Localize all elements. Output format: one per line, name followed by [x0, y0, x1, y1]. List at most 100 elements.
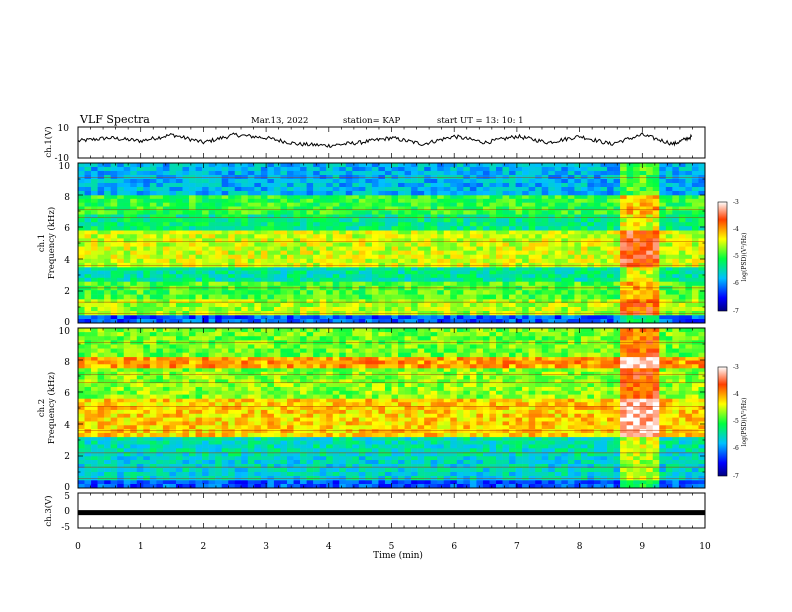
ch1-spec-cell — [443, 277, 451, 282]
ch1-spec-cell — [123, 270, 131, 275]
ch2-spec-cell — [469, 484, 477, 489]
ch1-spec-cell — [437, 250, 445, 256]
ch1-spec-cell — [633, 315, 640, 320]
ch1-spec-cell — [698, 274, 706, 279]
ch1-spec-cell — [313, 274, 320, 279]
ch2-spec-cell — [678, 456, 686, 461]
ch1-spec-cell — [293, 250, 301, 256]
ch2-spec-cell — [411, 456, 418, 461]
ch1-spec-cell — [659, 234, 667, 239]
ch1-spec-cell — [123, 198, 131, 203]
ch1-spec-cell — [450, 267, 458, 271]
ch1-spec-cell — [358, 210, 366, 215]
ch2-spec-cell — [469, 436, 477, 441]
ch1-spec-cell — [215, 315, 222, 320]
ch2-spec-cell — [633, 484, 640, 489]
ch1-spec-cell — [300, 294, 307, 300]
ch1-spec-cell — [607, 270, 614, 275]
ch1-spec-cell — [182, 294, 190, 300]
ch2-spec-cell — [319, 448, 327, 453]
ch2-spec-cell — [182, 464, 190, 469]
ch1-spec-cell — [639, 210, 647, 215]
ch1-spec-cell — [443, 230, 451, 235]
ch2-spec-cell — [260, 480, 268, 485]
ch1-spec-cell — [371, 290, 379, 295]
ch1-spec-cell — [241, 195, 249, 200]
ch1-spec-cell — [672, 303, 680, 308]
ch1-spec-cell — [561, 179, 569, 184]
ch1-spec-cell — [267, 281, 275, 287]
ch1-spec-cell — [78, 167, 85, 172]
ch1-spec-cell — [613, 183, 621, 188]
ch1-spec-cell — [149, 198, 157, 203]
ch1-spec-cell — [326, 226, 334, 231]
ch2-spec-cell — [143, 440, 151, 445]
ch1-spec-cell — [620, 250, 627, 256]
ch1-spec-cell — [613, 270, 621, 275]
ch2-spec-cell — [287, 472, 294, 477]
ch1-spec-cell — [548, 319, 556, 324]
ch1-spec-cell — [221, 242, 229, 247]
ch1-spec-cell — [215, 274, 222, 279]
ch1-spec-cell — [509, 303, 516, 308]
ch1-spec-cell — [496, 214, 503, 219]
ch2-spec-cell — [149, 444, 157, 449]
ch2-spec-cell — [293, 480, 301, 485]
ch1-spec-cell — [234, 319, 242, 324]
ch1-spec-cell — [528, 254, 536, 260]
ch1-spec-cell — [247, 222, 255, 227]
ch1-spec-cell — [156, 226, 164, 231]
ch1-spec-cell — [404, 258, 412, 264]
ch1-spec-cell — [352, 303, 360, 308]
ch1-spec-cell — [580, 171, 588, 176]
ch1-spec-cell — [162, 267, 170, 271]
ch1-spec-cell — [149, 230, 157, 235]
ch1-spec-cell — [574, 167, 582, 172]
ch1-spec-cell — [130, 307, 138, 312]
ch2-spec-cell — [156, 436, 164, 441]
ch1-spec-cell — [469, 222, 477, 227]
ch1-spec-cell — [646, 246, 654, 251]
ch1-spec-cell — [482, 230, 490, 235]
ch1-spec-cell — [365, 195, 373, 200]
ch1-spec-cell — [182, 290, 190, 295]
ch1-spec-cell — [221, 307, 229, 312]
ch1-spec-cell — [535, 222, 543, 227]
ch1-spec-cell — [104, 277, 111, 282]
ch1-spec-cell — [626, 195, 634, 200]
ch1-spec-cell — [496, 250, 503, 256]
ch1-spec-cell — [326, 303, 334, 308]
ch2-spec-cell — [280, 436, 288, 441]
ch1-spec-cell — [78, 299, 85, 304]
ch2-spec-cell — [502, 444, 510, 449]
ch1-spec-cell — [613, 315, 621, 320]
ch1-spec-cell — [175, 258, 183, 264]
ch1-spec-cell — [443, 183, 451, 188]
ch2-spec-cell — [456, 464, 464, 469]
ch1-spec-cell — [443, 187, 451, 192]
ch1-spec-cell — [678, 234, 686, 239]
figure-title: VLF Spectra — [79, 113, 150, 126]
ch2-spec-cell — [535, 448, 543, 453]
ch1-spec-cell — [580, 270, 588, 275]
ch1-spec-cell — [247, 238, 255, 243]
ch1-spec-cell — [522, 195, 529, 200]
ch1-spec-cell — [496, 195, 503, 200]
ch1-spec-cell — [162, 281, 170, 287]
ch1-spec-cell — [496, 242, 503, 247]
ch1-spec-cell — [685, 210, 693, 215]
ch1-spec-cell — [424, 230, 431, 235]
ch1-spec-cell — [162, 202, 170, 207]
ch1-spec-cell — [548, 294, 556, 300]
ch1-spec-cell — [149, 167, 157, 172]
ch1-spec-cell — [208, 290, 216, 295]
ch2-spec-cell — [293, 444, 301, 449]
ch2-spec-cell — [123, 440, 131, 445]
ch1-spec-cell — [528, 294, 536, 300]
ch2-spec-cell — [221, 468, 229, 473]
ch2-spec-cell — [587, 444, 595, 449]
ch1-spec-cell — [417, 234, 425, 239]
ch1-spec-cell — [189, 210, 196, 215]
ch1-spec-cell — [352, 234, 360, 239]
ch2-spec-cell — [358, 456, 366, 461]
